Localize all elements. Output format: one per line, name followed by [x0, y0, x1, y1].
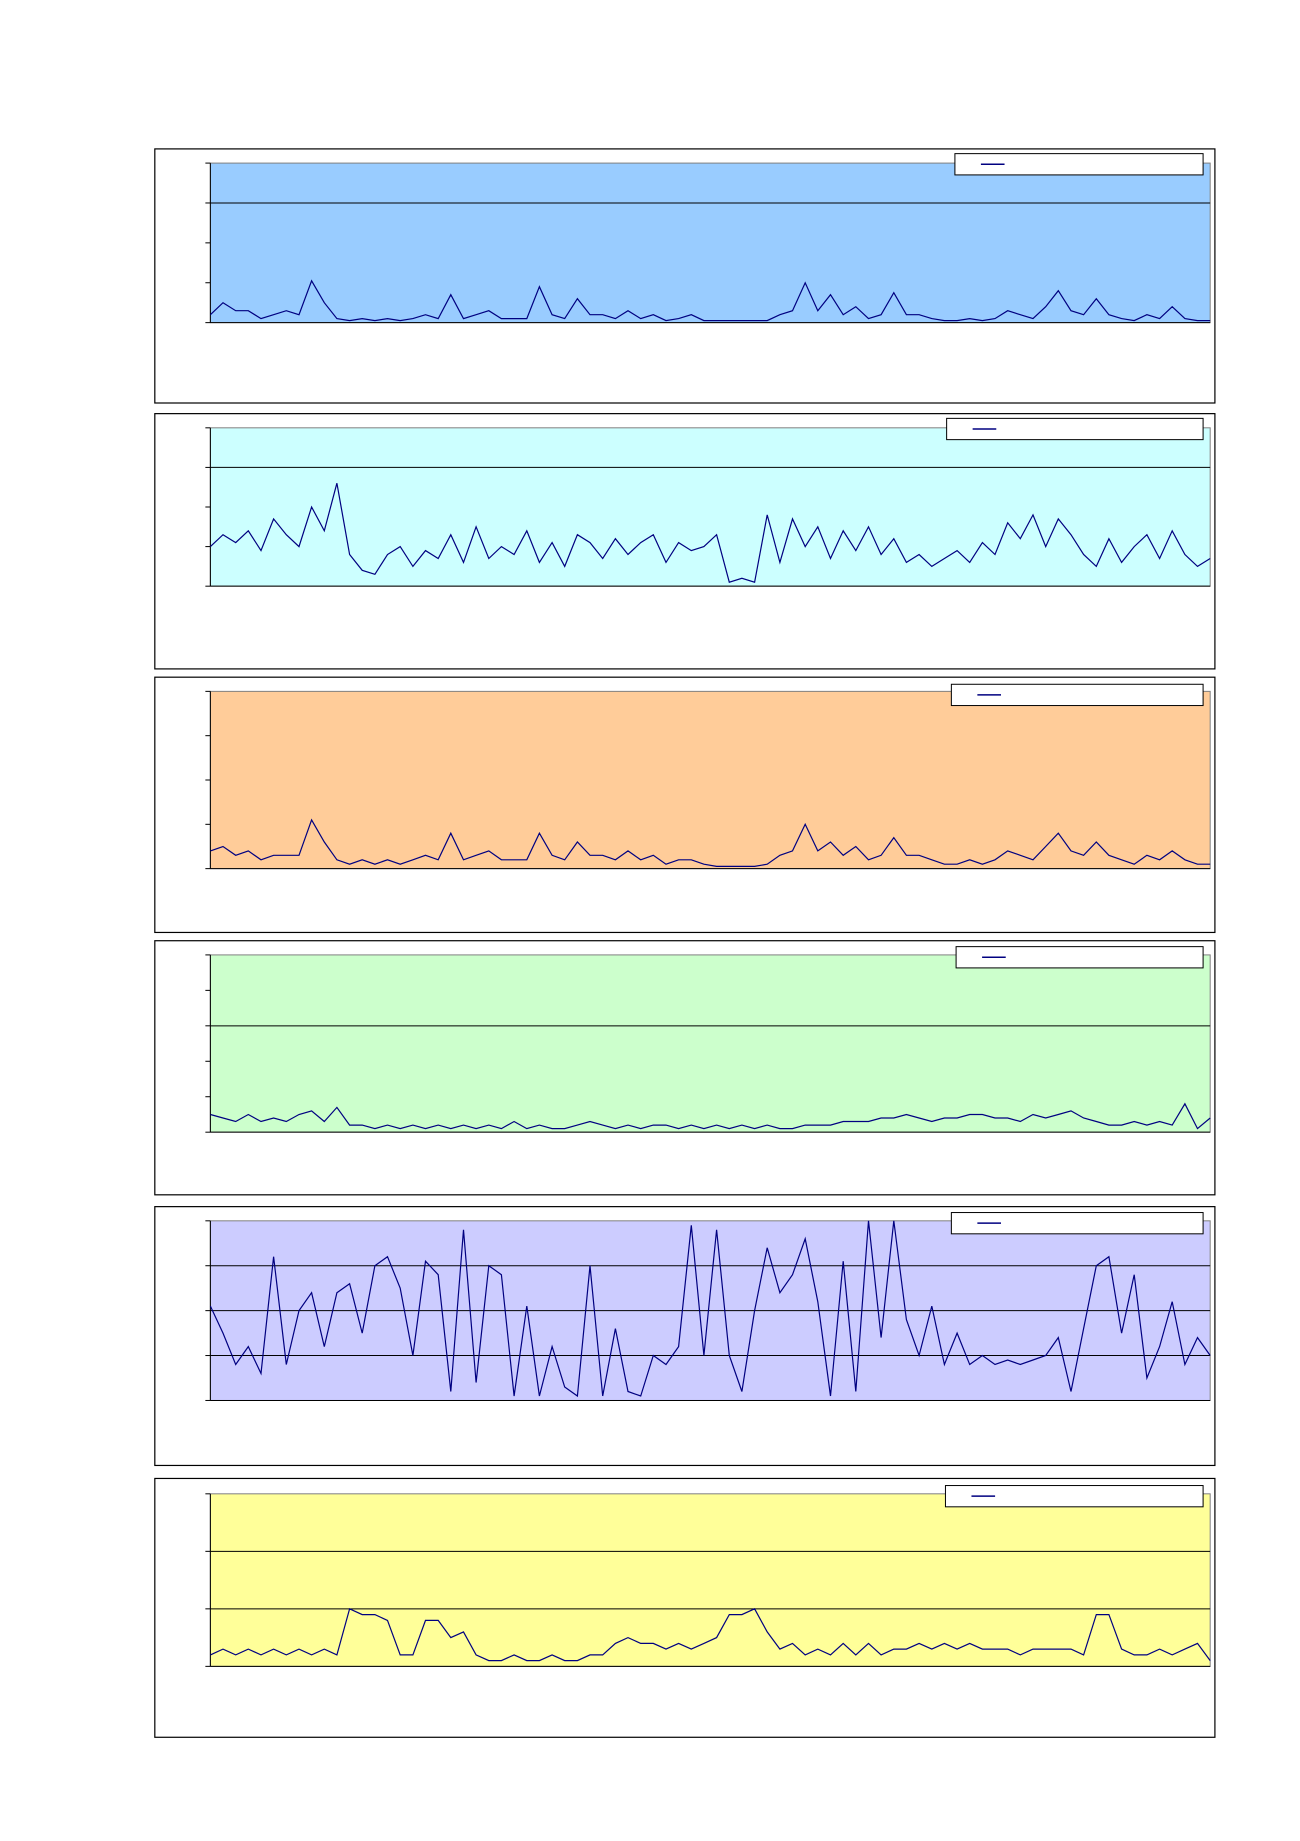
plot-area — [209, 690, 1211, 870]
data-line — [209, 483, 1211, 583]
legend-box — [950, 1212, 1204, 1235]
plot-area — [209, 954, 1211, 1133]
plot-area — [209, 427, 1211, 587]
legend-box — [954, 153, 1204, 176]
plot-area — [209, 162, 1211, 324]
data-line — [209, 279, 1211, 322]
legend-box — [955, 946, 1204, 969]
legend-box — [950, 683, 1204, 707]
data-line — [210, 1607, 1211, 1662]
plot-area — [209, 1493, 1211, 1667]
data-line — [210, 1102, 1211, 1130]
data-line — [210, 818, 1211, 867]
legend-box — [946, 417, 1204, 441]
legend-box — [944, 1485, 1204, 1508]
data-line — [209, 1220, 1211, 1398]
